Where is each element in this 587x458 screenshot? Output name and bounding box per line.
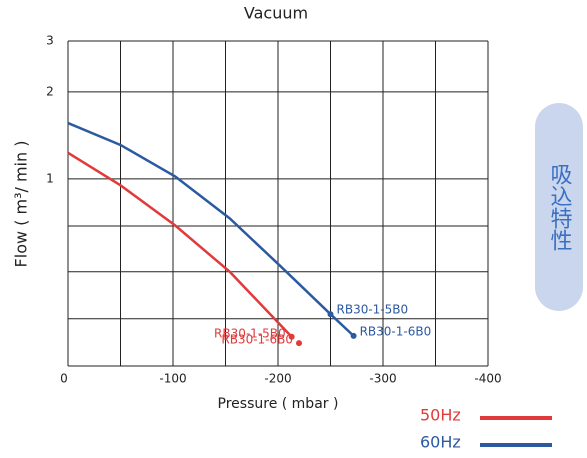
point-marker <box>296 340 302 347</box>
y-tick-label: 2 <box>46 84 54 98</box>
side-label: 吸込特性 <box>547 163 573 251</box>
x-tick-label: -200 <box>264 372 291 386</box>
y-axis-label: Flow ( m³/ min ) <box>12 141 31 268</box>
point-label: RB30-1-5B0 <box>214 326 286 340</box>
point-marker <box>288 333 295 340</box>
point-marker <box>350 332 357 339</box>
legend-label: 60Hz <box>420 433 461 452</box>
point-label: RB30-1-5B0 <box>337 303 409 317</box>
x-tick-label: -300 <box>369 372 396 386</box>
series-line <box>67 151 293 338</box>
point-label: RB30-1-6B0 <box>221 333 293 347</box>
x-axis-label: Pressure ( mbar ) <box>218 396 339 412</box>
side-pill <box>535 103 583 311</box>
legend-label: 50Hz <box>420 406 461 425</box>
point-marker <box>327 311 334 318</box>
x-tick-label: -400 <box>474 372 501 386</box>
x-tick-label: -100 <box>159 372 186 386</box>
chart-title: Vacuum <box>244 4 308 23</box>
y-tick-label: 1 <box>46 171 54 185</box>
y-tick-label: 3 <box>46 34 54 48</box>
series-line <box>67 121 355 337</box>
point-label: RB30-1-6B0 <box>360 324 432 338</box>
x-tick-label: 0 <box>60 372 68 386</box>
